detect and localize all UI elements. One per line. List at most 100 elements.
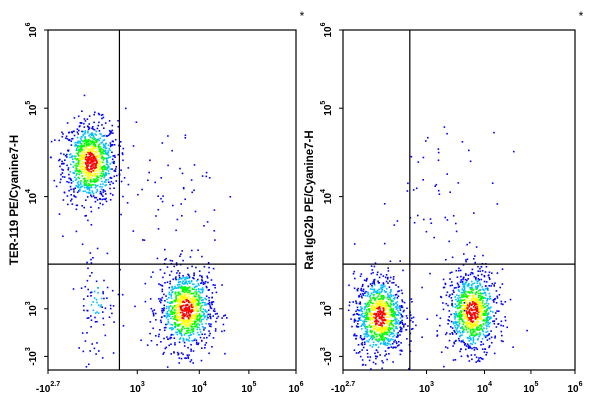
ter119-event-dot [184, 297, 186, 300]
isotype-event-dot [471, 268, 474, 271]
isotype-event-dot [371, 322, 374, 324]
isotype-event-dot [389, 292, 391, 294]
ter119-event-dot [198, 301, 200, 303]
ter119-event-dot [75, 230, 78, 233]
isotype-ytick-label: -103 [320, 347, 334, 365]
ter119-event-dot [134, 305, 136, 308]
ter119-event-dot [90, 141, 92, 143]
ter119-event-dot [161, 296, 164, 299]
ter119-event-dot [87, 267, 89, 270]
ter119-event-dot [224, 314, 227, 316]
ter119-event-dot [86, 183, 88, 186]
ter119-event-dot [170, 293, 172, 296]
isotype-event-dot [450, 320, 453, 323]
isotype-event-dot [457, 313, 460, 315]
isotype-event-dot [479, 333, 482, 336]
ter119-event-dot [193, 303, 195, 306]
isotype-event-dot [376, 322, 378, 325]
ter119-event-dot [112, 194, 114, 196]
ter119-event-dot [174, 299, 176, 301]
ter119-event-dot [73, 117, 76, 119]
isotype-event-dot [377, 340, 380, 343]
ter119-event-dot [79, 170, 82, 173]
ter119-event-dot [185, 308, 187, 311]
ter119-event-dot [195, 343, 198, 345]
isotype-event-dot [494, 335, 496, 338]
isotype-event-dot [451, 304, 453, 306]
ter119-event-dot [104, 152, 107, 155]
isotype-event-dot [371, 284, 373, 287]
ter119-event-dot [101, 170, 104, 173]
isotype-event-dot [492, 299, 494, 302]
ter119-event-dot [199, 328, 201, 331]
ter119-event-dot [195, 310, 198, 313]
isotype-event-dot [480, 344, 482, 346]
isotype-event-dot [395, 336, 398, 338]
isotype-event-dot [477, 313, 479, 315]
ter119-event-dot [89, 140, 92, 142]
ter119-event-dot [99, 183, 102, 186]
isotype-event-dot [436, 335, 438, 337]
ter119-event-dot [170, 334, 172, 336]
ter119-event-dot [78, 125, 81, 128]
isotype-event-dot [482, 310, 484, 313]
ter119-event-dot [78, 190, 80, 192]
isotype-event-dot [377, 289, 379, 292]
ter119-event-dot [108, 166, 110, 168]
ter119-event-dot [74, 187, 76, 189]
ter119-event-dot [190, 292, 193, 295]
isotype-event-dot [473, 330, 475, 333]
isotype-event-dot [446, 173, 448, 175]
ter119-event-dot [96, 139, 98, 142]
isotype-event-dot [382, 313, 384, 316]
isotype-event-dot [401, 292, 404, 295]
ter119-event-dot [84, 179, 86, 181]
ter119-event-dot [176, 304, 179, 306]
isotype-event-dot [400, 306, 403, 308]
isotype-event-dot [458, 269, 460, 272]
isotype-event-dot [372, 304, 374, 306]
isotype-event-dot [359, 301, 361, 303]
ter119-event-dot [182, 320, 185, 322]
ter119-event-dot [163, 351, 165, 354]
ter119-event-dot [174, 312, 176, 315]
isotype-event-dot [360, 306, 362, 308]
isotype-event-dot [480, 297, 482, 300]
isotype-event-dot [475, 301, 477, 304]
isotype-event-dot [381, 360, 383, 362]
ter119-event-dot [67, 168, 69, 171]
ter119-event-dot [87, 141, 90, 143]
isotype-event-dot [477, 333, 479, 336]
ter119-event-dot [157, 208, 160, 211]
ter119-event-dot [91, 140, 93, 142]
ter119-event-dot [173, 265, 175, 268]
isotype-event-dot [461, 310, 463, 312]
isotype-event-dot [356, 306, 359, 309]
ter119-event-dot [61, 176, 64, 178]
isotype-event-dot [444, 216, 447, 219]
ter119-event-dot [202, 299, 204, 301]
ter119-event-dot [193, 189, 195, 192]
ter119-event-dot [162, 353, 164, 355]
ter119-event-dot [141, 188, 143, 191]
ter119-event-dot [182, 283, 185, 285]
ter119-event-dot [174, 315, 176, 317]
ter119-event-dot [183, 345, 186, 347]
isotype-event-dot [412, 189, 415, 191]
isotype-event-dot [475, 293, 477, 295]
ter119-event-dot [186, 283, 189, 285]
ter119-event-dot [204, 280, 207, 283]
isotype-event-dot [480, 293, 483, 295]
ter119-event-dot [83, 182, 86, 185]
ter119-event-dot [113, 162, 115, 165]
isotype-event-dot [389, 298, 391, 300]
ter119-event-dot [175, 296, 177, 298]
isotype-event-dot [485, 265, 488, 268]
ter119-event-dot [176, 312, 179, 314]
isotype-event-dot [471, 320, 473, 323]
ter119-event-dot [193, 295, 196, 297]
isotype-event-dot [475, 361, 477, 363]
ter119-event-dot [178, 341, 181, 344]
isotype-event-dot [483, 319, 485, 321]
ter119-event-dot [204, 333, 206, 336]
